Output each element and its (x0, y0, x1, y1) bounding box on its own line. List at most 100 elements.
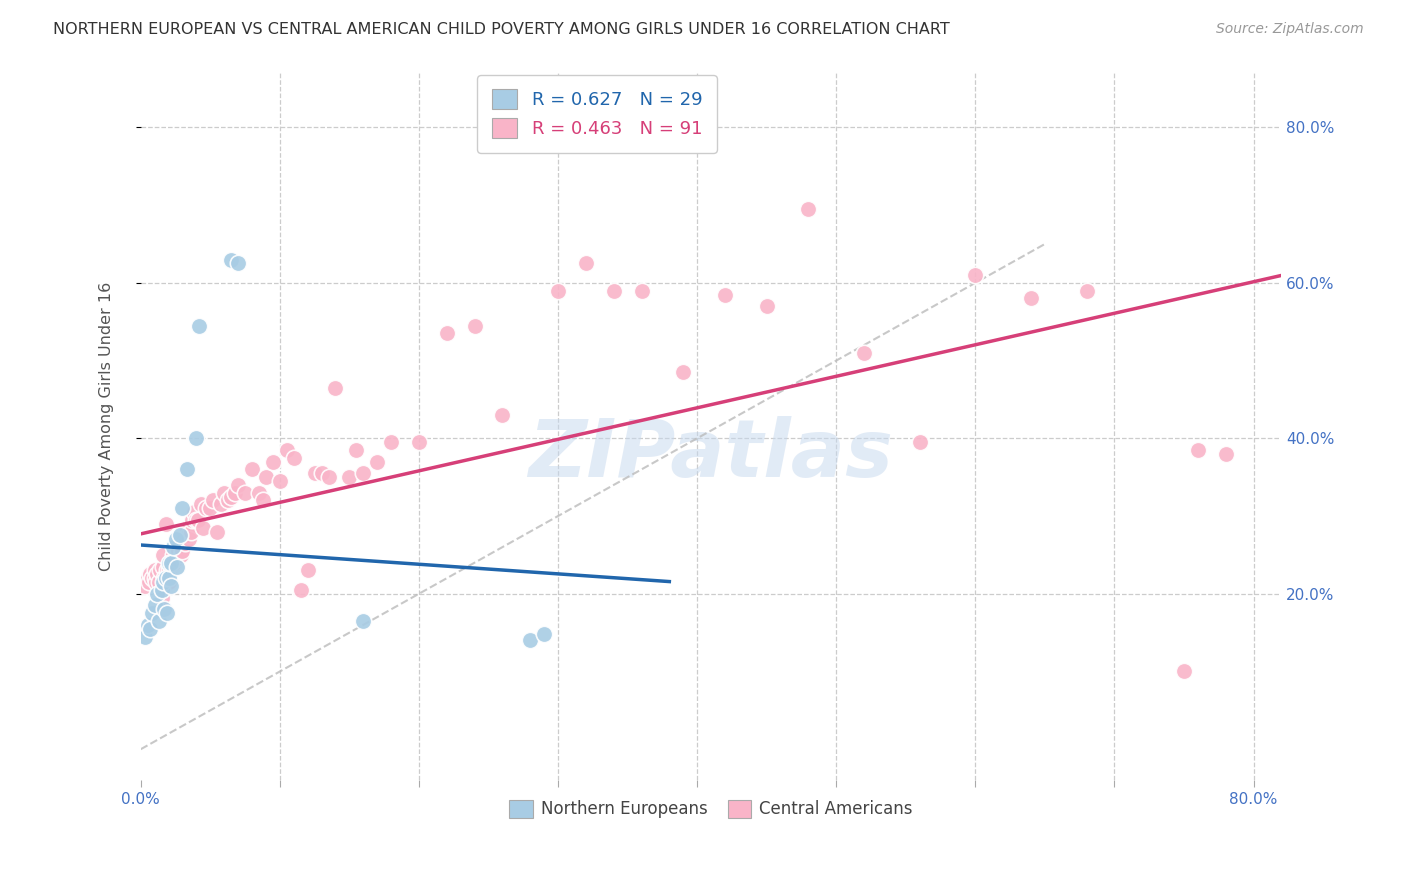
Point (177, 528, 200, 542)
Point (157, 556, 180, 570)
Point (172, 501, 194, 516)
Point (217, 493, 239, 508)
Point (207, 524, 229, 539)
Point (262, 455, 284, 469)
Point (219, 490, 242, 504)
Point (318, 470, 340, 484)
Point (153, 602, 176, 616)
Point (174, 536, 197, 550)
Point (366, 455, 388, 469)
Point (575, 256, 598, 270)
Point (311, 467, 333, 481)
Point (212, 485, 235, 500)
Point (155, 516, 177, 531)
Point (339, 470, 361, 484)
Point (464, 318, 486, 333)
Point (143, 571, 166, 585)
Point (153, 571, 176, 585)
Point (172, 544, 194, 558)
Point (152, 559, 174, 574)
Point (224, 485, 246, 500)
Point (149, 564, 172, 578)
Point (136, 617, 159, 632)
Point (209, 497, 232, 511)
Point (146, 567, 169, 582)
Text: ZIPatlas: ZIPatlas (529, 416, 894, 494)
Point (202, 493, 225, 508)
Point (152, 575, 174, 590)
Point (519, 633, 541, 648)
Point (134, 630, 156, 644)
Point (162, 548, 184, 562)
Point (533, 627, 555, 641)
Point (160, 559, 183, 574)
Point (965, 268, 987, 282)
Point (186, 513, 208, 527)
Point (139, 622, 162, 636)
Point (672, 365, 695, 379)
Point (380, 435, 402, 450)
Point (157, 564, 180, 578)
Point (325, 381, 347, 395)
Point (1215, 447, 1237, 461)
Point (150, 582, 173, 597)
Point (908, 435, 931, 450)
Point (160, 556, 183, 570)
Point (195, 501, 218, 516)
Point (176, 462, 198, 476)
Point (176, 521, 198, 535)
Point (797, 202, 820, 216)
Point (170, 548, 193, 562)
Point (283, 450, 305, 465)
Point (1173, 665, 1195, 679)
Point (136, 571, 159, 585)
Point (297, 564, 319, 578)
Point (186, 431, 208, 445)
Point (156, 564, 179, 578)
Point (155, 571, 177, 585)
Point (141, 571, 163, 585)
Point (148, 575, 170, 590)
Point (169, 528, 191, 542)
Point (160, 579, 183, 593)
Point (436, 326, 458, 341)
Point (240, 462, 263, 476)
Point (714, 287, 737, 301)
Point (602, 284, 624, 298)
Point (150, 591, 173, 605)
Point (252, 493, 274, 508)
Point (139, 567, 162, 582)
Point (188, 318, 211, 333)
Point (162, 540, 184, 554)
Point (180, 524, 202, 539)
Point (163, 556, 186, 570)
Point (159, 556, 181, 570)
Point (167, 544, 190, 558)
Point (1019, 292, 1042, 306)
Point (290, 582, 312, 597)
Point (276, 442, 298, 457)
Point (1187, 442, 1209, 457)
Legend: Northern Europeans, Central Americans: Northern Europeans, Central Americans (502, 793, 920, 825)
Point (344, 442, 367, 457)
Point (190, 497, 212, 511)
Y-axis label: Child Poverty Among Girls Under 16: Child Poverty Among Girls Under 16 (100, 282, 114, 571)
Point (491, 408, 513, 422)
Point (187, 513, 209, 527)
Point (254, 470, 277, 484)
Point (141, 606, 163, 620)
Point (853, 346, 876, 360)
Point (226, 256, 249, 270)
Point (304, 467, 326, 481)
Point (143, 564, 166, 578)
Point (233, 485, 256, 500)
Point (156, 606, 179, 620)
Point (145, 575, 167, 590)
Point (183, 505, 205, 519)
Point (152, 548, 174, 562)
Point (408, 435, 430, 450)
Point (226, 478, 249, 492)
Point (173, 533, 195, 547)
Point (148, 614, 170, 628)
Point (352, 467, 374, 481)
